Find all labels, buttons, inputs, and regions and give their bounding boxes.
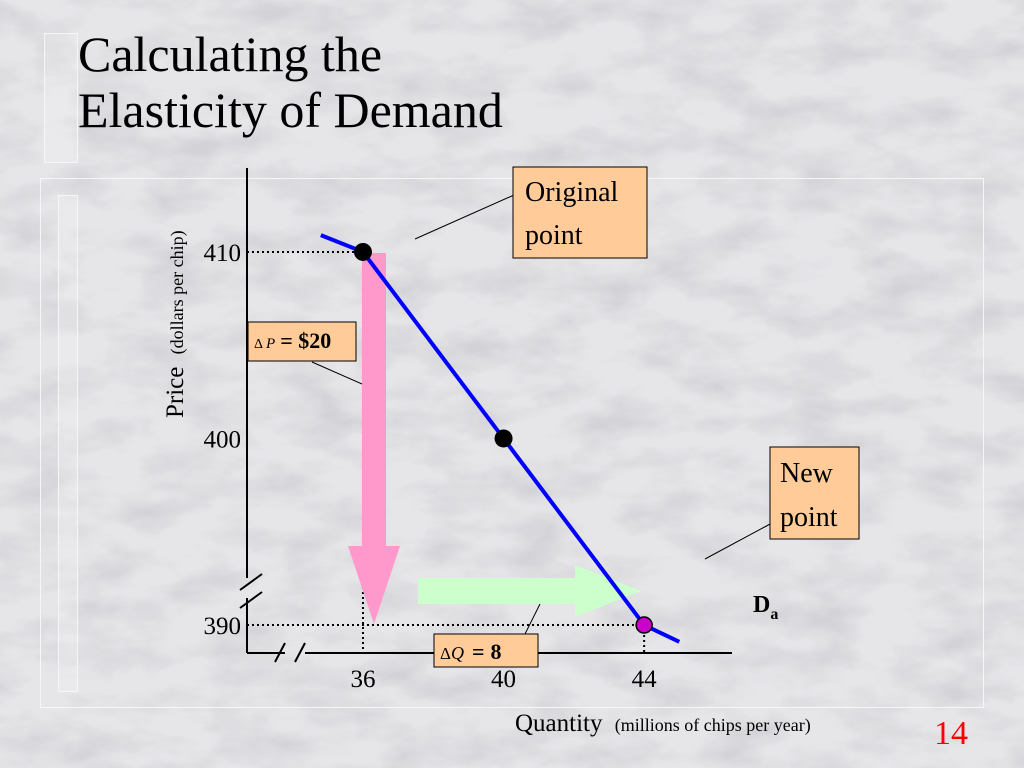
change-arrows bbox=[348, 252, 642, 625]
callout-box bbox=[433, 633, 539, 668]
delta-variable: Q bbox=[451, 643, 464, 663]
y-axis-title: Price bbox=[162, 367, 189, 418]
demand-curve-label: Da bbox=[753, 592, 778, 623]
callout-leader bbox=[311, 361, 363, 385]
delta-q-text: ΔQ = 8 bbox=[440, 639, 501, 664]
delta-p-callout: Δ P = $20 bbox=[247, 321, 363, 385]
tick-labels: 410 400 390 36 40 44 bbox=[204, 240, 658, 693]
callout-box bbox=[769, 446, 860, 540]
x-axis-title: Quantity bbox=[515, 710, 603, 737]
new-point-marker bbox=[635, 616, 653, 634]
decorative-panel bbox=[44, 33, 78, 163]
new-point-callout: New point bbox=[704, 446, 860, 560]
callout-text-line1: New bbox=[780, 458, 834, 489]
y-axis-break bbox=[239, 591, 263, 609]
original-point-marker bbox=[353, 242, 372, 261]
callout-leader bbox=[524, 603, 541, 635]
x-axis-break bbox=[274, 642, 286, 663]
decorative-panel bbox=[58, 195, 78, 692]
callout-leader bbox=[704, 522, 773, 560]
y-axis-label: Price (dollars per chip) bbox=[162, 230, 189, 418]
callout-text-line1: Original bbox=[525, 177, 619, 208]
callout-box bbox=[512, 166, 648, 259]
callout-text-line2: point bbox=[780, 502, 838, 533]
callout-box bbox=[247, 321, 357, 362]
delta-q-value: 8 bbox=[490, 639, 501, 664]
y-tick-label: 400 bbox=[204, 426, 242, 453]
x-tick-label: 44 bbox=[632, 666, 658, 693]
slide-title-line1: Calculating the bbox=[78, 26, 383, 82]
price-change-arrow bbox=[348, 252, 400, 625]
y-axis-units: (dollars per chip) bbox=[167, 230, 188, 354]
delta-p-text: Δ P = $20 bbox=[254, 328, 331, 353]
quantity-change-arrow bbox=[418, 565, 642, 617]
x-axis-units: (millions of chips per year) bbox=[615, 715, 811, 736]
y-tick-label: 410 bbox=[204, 240, 242, 267]
delta-symbol: Δ bbox=[254, 337, 263, 352]
callout-leader bbox=[414, 194, 515, 240]
delta-variable: P bbox=[265, 336, 275, 352]
delta-symbol: Δ bbox=[440, 644, 451, 663]
x-tick-label: 40 bbox=[491, 666, 516, 693]
delta-p-value: = $20 bbox=[280, 328, 331, 353]
delta-q-callout: ΔQ = 8 bbox=[433, 603, 541, 668]
curve-label-sub: a bbox=[770, 606, 778, 623]
x-axis-label: Quantity (millions of chips per year) bbox=[515, 710, 811, 737]
midpoint-marker bbox=[494, 429, 513, 448]
chart-panel bbox=[40, 178, 984, 708]
point-markers bbox=[353, 242, 653, 634]
x-axis-break bbox=[294, 642, 306, 663]
slide-number: 14 bbox=[934, 715, 968, 752]
curve-label-main: D bbox=[753, 592, 770, 618]
callout-text-line2: point bbox=[525, 220, 583, 251]
y-axis-break bbox=[239, 573, 263, 591]
slide-title-line2: Elasticity of Demand bbox=[78, 82, 503, 138]
delta-q-equals: = bbox=[472, 639, 485, 664]
y-tick-label: 390 bbox=[204, 613, 242, 640]
slide-title: Calculating the Elasticity of Demand bbox=[78, 26, 503, 138]
x-tick-label: 36 bbox=[350, 666, 375, 693]
original-point-callout: Original point bbox=[414, 166, 648, 259]
